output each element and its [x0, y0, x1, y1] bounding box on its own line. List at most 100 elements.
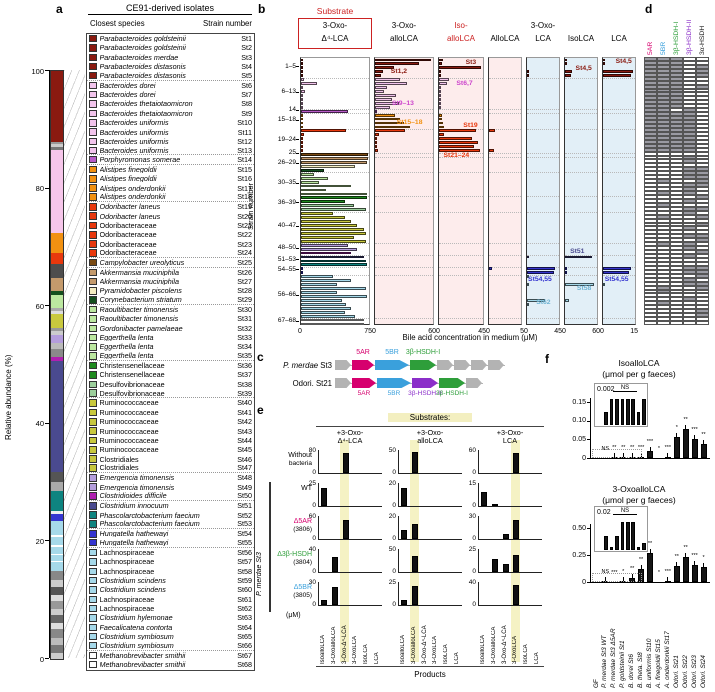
group-gridline	[301, 274, 369, 276]
e-bar	[342, 519, 349, 539]
stack-segment	[51, 628, 63, 638]
e-row-sublabel: (3806)	[293, 526, 312, 533]
heatmap-cell	[683, 155, 696, 160]
relative-abundance-stacked-bar	[50, 70, 64, 660]
strain-number: St53	[237, 519, 252, 529]
e-ymax-label: 40	[468, 579, 476, 586]
heatmap-cell	[696, 60, 709, 65]
group-gridline	[527, 156, 559, 158]
stack-segment	[51, 560, 63, 562]
strain-bar	[301, 192, 368, 196]
heatmap-cell	[657, 92, 670, 97]
e-ymax-label: 30	[468, 513, 476, 520]
group-gridline	[439, 109, 483, 111]
e-subplot	[478, 483, 542, 507]
taxon-color-swatch	[89, 408, 97, 417]
species-row: Odoribacter laneus St20	[87, 212, 254, 221]
heatmap-cell	[670, 191, 683, 195]
heatmap-cell	[670, 281, 683, 286]
group-gridline	[375, 255, 433, 257]
group-tick	[296, 162, 299, 164]
e-column-header2: alloLCA	[417, 436, 443, 445]
heatmap-cell	[644, 222, 657, 227]
heatmap-cell	[670, 226, 683, 231]
species-row: Phascolarctobacterium faecium St52	[87, 511, 254, 520]
taxon-color-swatch	[89, 109, 97, 118]
species-name: Emergencia timonensis	[99, 483, 175, 491]
species-name: Ruminococcaceae	[99, 436, 159, 445]
strain-bar	[439, 94, 441, 97]
heatmap-cell	[657, 269, 670, 274]
y-tick-label: 60	[35, 301, 44, 311]
strain-bar	[301, 164, 356, 168]
heatmap-cell	[670, 293, 683, 298]
group-gridline	[301, 243, 369, 245]
group-gridline	[603, 318, 635, 320]
species-name: Parabacteroides distasonis	[99, 63, 186, 71]
heatmap-cell	[683, 265, 696, 270]
strain-bar	[439, 74, 441, 78]
e-bar	[492, 504, 498, 506]
strain-number: St4	[241, 62, 252, 72]
group-tick	[296, 182, 299, 184]
group-gridline	[375, 77, 433, 79]
group-gridline	[565, 172, 597, 174]
taxon-color-swatch	[89, 71, 97, 80]
heatmap-cell	[683, 171, 696, 176]
strain-bar	[301, 216, 345, 220]
strain-bar	[301, 105, 303, 109]
heatmap-cell	[696, 293, 709, 298]
enzyme-label-bottom: 3β-HSDH-I	[436, 390, 468, 397]
bile-acid-chart	[374, 57, 434, 325]
f-significance-mark: **	[621, 445, 626, 452]
taxon-color-swatch	[89, 660, 97, 669]
strain-number: St32	[237, 323, 252, 333]
e-ymax-label: 60	[468, 447, 476, 454]
species-name: Alistipes onderdonkii	[99, 184, 166, 192]
group-gridline	[603, 255, 635, 257]
heatmap-cell	[696, 72, 709, 77]
panel-b-y-axis-label: Strain number	[246, 182, 255, 230]
group-gridline	[565, 266, 597, 268]
y-tick-label: 100	[31, 66, 44, 76]
heatmap-cell	[657, 139, 670, 144]
strain-bar	[301, 279, 351, 283]
e-product-label: LCA	[453, 652, 460, 664]
taxon-color-swatch	[89, 436, 97, 445]
strain-bar	[439, 113, 442, 117]
strain-bar	[301, 82, 318, 86]
group-gridline	[603, 266, 635, 268]
f-x-category-label: Odori. St22	[681, 655, 689, 688]
strain-bar	[301, 188, 327, 192]
f-x-category-label: Odori. St23	[690, 655, 698, 688]
strain-bar	[489, 267, 493, 271]
taxon-color-swatch	[89, 586, 97, 594]
strain-bar	[301, 109, 349, 113]
heatmap-cell	[670, 167, 683, 172]
group-gridline	[439, 113, 483, 115]
heatmap-cell	[696, 163, 709, 168]
species-name: Alistipes finegoldii	[99, 175, 157, 183]
strain-number: St44	[237, 435, 252, 445]
taxon-color-swatch	[89, 520, 97, 528]
group-gridline	[489, 172, 521, 174]
e-ymax-label: 80	[308, 447, 316, 454]
strain-number: St67	[237, 650, 252, 660]
heatmap-cell	[644, 210, 657, 215]
strain-number: St31	[237, 314, 252, 324]
species-row: Gordonibacter pamelaeae St32	[87, 324, 254, 333]
stack-segment	[51, 615, 63, 623]
f-y-axis	[590, 524, 591, 582]
e-yzero-label: 0	[472, 469, 476, 476]
heatmap-cell	[657, 68, 670, 73]
heatmap-cell	[644, 242, 657, 247]
heatmap-cell	[670, 60, 683, 65]
species-row: Alistipes finegoldii St15	[87, 165, 254, 174]
strain-bar	[301, 168, 324, 172]
strain-bar	[527, 70, 529, 74]
heatmap-cell	[683, 234, 696, 239]
enzyme-label-top: 5AR	[356, 349, 370, 356]
f-inset-bar	[604, 412, 608, 425]
heatmap-cell	[683, 116, 696, 121]
heatmap-cell	[696, 57, 709, 61]
